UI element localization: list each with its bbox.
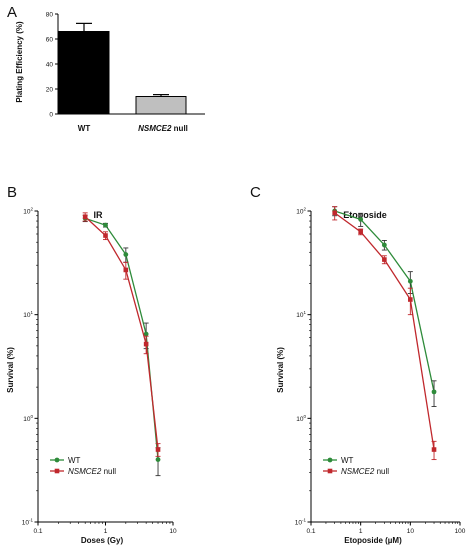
panel-letter-a: A <box>7 4 17 21</box>
panel-a-bar-chart: 0 20 40 60 80 Plating Efficiency (%) WT NSMC… <box>15 12 205 133</box>
panel-c-y-tick-label: 102 <box>296 207 306 216</box>
panel-c-legend-label-rest: null <box>374 467 389 476</box>
panel-b-series-line <box>84 217 159 460</box>
panel-b-data-point <box>143 341 149 347</box>
panel-a-category-label-wt: WT <box>78 124 91 133</box>
panel-a-y-axis-title: Plating Efficiency (%) <box>15 21 24 103</box>
panel-c-series-line <box>334 210 435 393</box>
panel-b-y-tick-exponent: -1 <box>29 518 33 523</box>
panel-a-y-tick-label: 60 <box>46 37 54 44</box>
panel-b-legend-label-rest: WT <box>68 456 81 465</box>
panel-b-y-axis-title: Survival (%) <box>6 347 15 393</box>
panel-b-data-point <box>103 222 108 228</box>
panel-c-data-point <box>358 216 364 222</box>
panel-b-data-point <box>82 214 88 220</box>
panel-c-data-point <box>408 297 413 302</box>
panel-c-x-tick-label: 10 <box>407 528 415 535</box>
panel-letter-c: C <box>250 184 261 201</box>
panel-c-data-point <box>381 242 387 248</box>
panel-c-series <box>332 206 437 461</box>
panel-a-y-tick-label: 40 <box>46 62 54 69</box>
panel-c-legend: WT NSMCE2 null <box>323 456 389 476</box>
panel-b-legend-marker <box>54 468 60 474</box>
panel-c-x-tick-label: 1 <box>359 528 363 535</box>
panel-b-legend-label-italic: NSMCE2 <box>68 467 102 476</box>
panel-c-legend-item-wt: WT <box>323 456 354 465</box>
panel-c-data-point <box>431 447 437 452</box>
panel-c-data-point <box>407 278 413 284</box>
panel-b-data-point <box>155 447 161 452</box>
panel-b-y-tick-exponent: 2 <box>30 207 33 212</box>
panel-a-y-tick-label: 20 <box>46 87 54 94</box>
panel-c-legend-label: NSMCE2 null <box>341 467 389 476</box>
panel-c-data-point <box>382 257 387 262</box>
panel-a-category-italic: NSMCE2 <box>138 124 172 133</box>
panel-c-legend-marker <box>327 457 333 463</box>
panel-c-legend-label-italic: NSMCE2 <box>341 467 375 476</box>
panel-b-series-wt <box>82 214 161 477</box>
panel-b-y-tick-label: 101 <box>23 310 33 319</box>
panel-b-series-nsmce2-null <box>82 212 161 457</box>
panel-b-x-tick-label: 1 <box>104 528 108 535</box>
panel-b-y-tick-label: 10-1 <box>22 518 34 527</box>
panel-b-x-axis-title: Doses (Gy) <box>81 536 124 545</box>
panel-c-x-tick-label: 100 <box>455 528 466 535</box>
panel-a-category-label-nsmce2-null: NSMCE2 null <box>138 124 188 133</box>
panel-a-bars <box>58 22 187 115</box>
panel-a-category-suffix: null <box>174 124 188 133</box>
panel-b-data-point <box>155 457 161 462</box>
panel-b-y-tick-exponent: 1 <box>30 310 33 315</box>
panel-c-y-tick-exponent: 1 <box>303 310 306 315</box>
panel-a-y-tick-label: 0 <box>49 112 53 119</box>
panel-c-data-point <box>358 229 363 235</box>
panel-b-title: IR <box>94 210 104 220</box>
panel-c-title: Etoposide <box>343 210 387 220</box>
panel-b-legend-label-rest: null <box>101 467 116 476</box>
panel-a-bar <box>135 96 187 115</box>
panel-c-data-point <box>431 389 437 395</box>
panel-b-data-point <box>123 267 129 273</box>
panel-b-series <box>82 212 161 477</box>
panel-c-series-wt <box>332 206 437 407</box>
panel-c-y-tick-exponent: 0 <box>303 414 306 419</box>
panel-b-legend-label: WT <box>68 456 81 465</box>
panel-b-data-point <box>143 331 149 337</box>
panel-letter-b: B <box>7 184 17 201</box>
panel-b-legend: WT NSMCE2 null <box>50 456 116 476</box>
panel-b-legend-item-wt: WT <box>50 456 81 465</box>
panel-c-y-tick-exponent: -1 <box>302 518 306 523</box>
panel-a-bar <box>58 31 110 115</box>
panel-c-legend-item-nsmce2-null: NSMCE2 null <box>323 467 389 476</box>
panel-c-y-tick-label: 100 <box>296 414 306 423</box>
panel-c-x-axis-title: Etoposide (µM) <box>344 536 402 545</box>
panel-c-x-tick-label: 0.1 <box>306 528 315 535</box>
panel-b-x-tick-label: 0.1 <box>33 528 42 535</box>
panel-b-y-tick-exponent: 0 <box>30 414 33 419</box>
panel-c-y-tick-label: 101 <box>296 310 306 319</box>
panel-b-legend-marker <box>54 457 60 463</box>
panel-b-y-tick-label: 102 <box>23 207 33 216</box>
panel-c-series-nsmce2-null <box>332 206 437 461</box>
panel-b-x-tick-label: 10 <box>169 528 177 535</box>
panel-c-legend-label-rest: WT <box>341 456 354 465</box>
panel-a-y-tick-label: 80 <box>46 12 54 19</box>
panel-c-data-point <box>332 210 337 216</box>
panel-c-legend-marker <box>327 468 333 474</box>
panel-c-y-axis-title: Survival (%) <box>276 347 285 393</box>
panel-c-y-tick-exponent: 2 <box>303 207 306 212</box>
panel-b-legend-label: NSMCE2 null <box>68 467 116 476</box>
panel-b-y-tick-label: 100 <box>23 414 33 423</box>
panel-b-data-point <box>123 252 129 257</box>
panel-b-data-point <box>103 233 108 238</box>
panel-c-y-tick-label: 10-1 <box>295 518 307 527</box>
panel-c-legend-label: WT <box>341 456 354 465</box>
panel-b-legend-item-nsmce2-null: NSMCE2 null <box>50 467 116 476</box>
